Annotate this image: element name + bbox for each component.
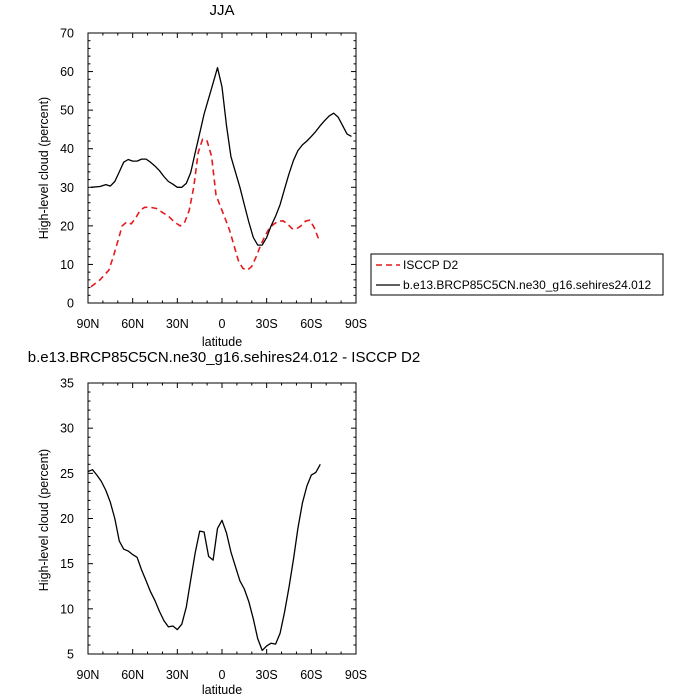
legend-label-model: b.e13.BRCP85C5CN.ne30_g16.sehires24.012 [403,278,651,292]
y-tick-label: 30 [60,422,74,436]
y-tick-label: 5 [67,648,74,662]
chart-top-title: JJA [209,2,234,19]
x-tick-label: 30N [166,668,189,682]
x-tick-label: 60S [300,317,322,331]
legend-box [370,253,664,296]
chart-bottom-title: b.e13.BRCP85C5CN.ne30_g16.sehires24.012 … [28,349,420,366]
chart-top-y-axis-label: High-level cloud (percent) [37,97,51,239]
plot-frame-1 [87,382,357,655]
y-tick-label: 25 [60,467,74,481]
y-tick-label: 30 [60,181,74,195]
chart-top-x-axis-label: latitude [202,335,242,349]
x-tick-label: 60S [300,668,322,682]
series-line-1-0 [87,463,321,652]
chart-top: JJA 90N 60N 30N 0 30S 60S 90S 0 10 20 30 40 50 60 70 l… [37,2,367,349]
chart-top-legend: ISCCP D2 b.e13.BRCP85C5CN.ne30_g16.sehir… [370,253,664,296]
x-tick-label: 30N [166,317,189,331]
y-tick-label: 0 [67,297,74,311]
x-tick-label: 0 [219,668,226,682]
y-tick-label: 40 [60,142,74,156]
y-tick-label: 20 [60,512,74,526]
y-tick-label: 60 [60,65,74,79]
y-tick-label: 20 [60,219,74,233]
plot-frame-0 [87,32,357,304]
y-tick-label: 10 [60,258,74,272]
x-tick-label: 60N [121,668,144,682]
y-tick-label: 70 [60,27,74,41]
x-tick-label: 30S [256,668,278,682]
y-tick-label: 10 [60,602,74,616]
x-tick-label: 30S [256,317,278,331]
chart-bottom: b.e13.BRCP85C5CN.ne30_g16.sehires24.012 … [28,349,420,697]
x-tick-label: 0 [219,317,226,331]
x-tick-label: 90N [77,668,100,682]
x-tick-label: 90S [345,317,367,331]
chart-bottom-x-axis-label: latitude [202,683,242,697]
x-tick-label: 60N [121,317,144,331]
series-line-0-0 [90,138,320,288]
y-tick-label: 50 [60,104,74,118]
legend-label-isccp: ISCCP D2 [403,258,458,272]
chart-bottom-y-axis-label: High-level cloud (percent) [37,449,51,591]
y-tick-label: 35 [60,377,74,391]
series-line-0-1 [90,67,352,246]
x-tick-label: 90N [77,317,100,331]
x-tick-label: 90S [345,668,367,682]
y-tick-label: 15 [60,557,74,571]
